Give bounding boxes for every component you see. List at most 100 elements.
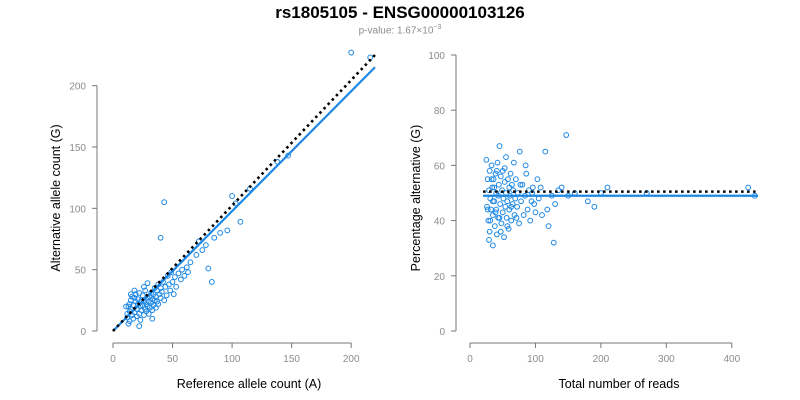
data-point [516, 220, 522, 227]
data-point [550, 239, 557, 246]
data-point [179, 266, 185, 273]
y-axis-title: Alternative allele count (G) [49, 124, 63, 271]
data-point [495, 214, 502, 221]
data-point [217, 229, 224, 236]
data-point [141, 283, 147, 290]
data-point [285, 152, 291, 159]
data-point [136, 323, 143, 329]
data-point [484, 176, 491, 183]
y-tick-label: 100 [428, 51, 445, 62]
data-point [149, 315, 156, 322]
y-tick-label: 0 [439, 327, 445, 338]
data-point [158, 288, 165, 295]
data-point [131, 287, 138, 294]
x-tick-label: 50 [167, 354, 179, 365]
data-point [527, 217, 534, 224]
y-tick-label: 80 [434, 106, 446, 117]
data-point [157, 234, 164, 241]
data-point [183, 264, 190, 271]
data-point [745, 184, 752, 191]
data-point [497, 228, 504, 235]
data-point [486, 228, 493, 235]
fitted-line [112, 66, 376, 332]
data-point [170, 291, 177, 298]
data-point [172, 274, 178, 280]
y-tick-label: 150 [69, 143, 86, 154]
data-point [537, 184, 544, 191]
data-point [181, 272, 188, 279]
data-point [492, 170, 499, 177]
data-point [516, 148, 523, 155]
data-point [167, 287, 174, 294]
data-point [492, 209, 499, 216]
data-point [187, 259, 194, 266]
data-point [494, 159, 501, 166]
data-point [155, 301, 162, 307]
data-point [552, 201, 558, 207]
data-point [490, 176, 497, 183]
data-point [508, 217, 515, 224]
data-point [498, 220, 505, 227]
y-axis-title: Percentage alternative (G) [409, 125, 423, 272]
data-point [139, 292, 146, 299]
data-point [497, 173, 504, 180]
data-point [495, 181, 502, 188]
data-point [237, 218, 244, 225]
data-point [544, 206, 551, 213]
y-tick-label: 100 [69, 204, 86, 215]
data-point [137, 317, 144, 323]
data-point [348, 49, 355, 56]
data-point [522, 162, 529, 169]
data-point [510, 159, 517, 166]
data-point [163, 292, 170, 299]
data-point [486, 237, 492, 243]
x-tick-label: 100 [527, 354, 544, 365]
data-point [199, 247, 206, 253]
data-point [542, 148, 549, 155]
left-scatter-panel: 0 50 100 150 200 0 50 100 150 200 Reference allele… [49, 49, 376, 391]
data-point [131, 294, 138, 301]
x-axis-title: Reference allele count (A) [177, 377, 322, 391]
data-point [508, 203, 515, 210]
data-point [503, 154, 509, 161]
data-point [504, 223, 511, 230]
x-tick-label: 200 [343, 354, 360, 365]
data-point [545, 223, 552, 230]
data-point [123, 303, 129, 310]
data-point [584, 198, 591, 205]
data-point [505, 225, 512, 232]
p-value-exponent: −3 [433, 24, 442, 31]
data-point [529, 184, 536, 191]
x-tick-label: 150 [283, 354, 300, 365]
data-point [488, 176, 495, 183]
data-point [532, 209, 539, 216]
x-tick-label: 100 [224, 354, 241, 365]
data-point [145, 310, 152, 317]
data-point [531, 201, 538, 207]
y-tick-label: 60 [434, 161, 446, 172]
x-tick-label: 200 [593, 354, 610, 365]
data-point [483, 156, 490, 163]
data-point [127, 291, 134, 298]
data-point [486, 168, 493, 174]
x-tick-label: 400 [723, 354, 740, 365]
data-point [208, 279, 215, 285]
data-point [202, 242, 209, 249]
data-point [604, 184, 611, 191]
data-point [491, 223, 498, 230]
chart-subtitle: p-value: 1.67×10−3 [0, 24, 800, 36]
p-value-text: p-value: 1.67×10 [358, 25, 434, 37]
data-point [518, 198, 524, 205]
data-point [144, 280, 151, 287]
data-point [490, 198, 496, 205]
data-point [504, 198, 511, 205]
data-point [142, 287, 149, 294]
data-point [125, 320, 132, 327]
x-tick-label: 0 [467, 354, 473, 365]
data-point [514, 203, 521, 210]
data-point [509, 201, 516, 207]
chart-title: rs1805105 - ENSG00000103126 [275, 3, 525, 22]
data-point [484, 203, 490, 210]
data-point [490, 242, 496, 249]
